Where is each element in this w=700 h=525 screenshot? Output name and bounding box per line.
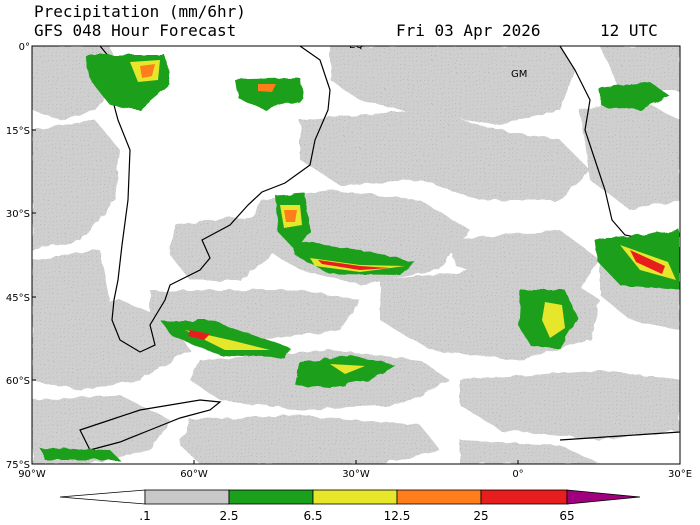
map-title: Precipitation (mm/6hr) — [34, 2, 246, 21]
colorbar-segment-2 — [228, 489, 314, 505]
intense-precip-areas — [140, 64, 665, 340]
lat-label-0: 0° — [19, 42, 30, 53]
colorbar-segment-4 — [396, 489, 482, 505]
forecast-date: Fri 03 Apr 2026 — [396, 21, 541, 40]
colorbar-segment-5 — [480, 489, 568, 505]
colorbar-label-2: 6.5 — [303, 509, 323, 523]
lon-label-30w: 30°W — [342, 469, 370, 480]
lon-label-0: 0° — [512, 469, 523, 480]
lon-label-90w: 90°W — [18, 469, 46, 480]
colorbar-label-5: 65 — [559, 509, 575, 523]
lat-label-45s: 45°S — [6, 293, 30, 304]
colorbar-segment-0 — [59, 489, 146, 505]
moderate-precip-areas — [40, 55, 680, 460]
equator-marker: EQ — [349, 40, 363, 51]
colorbar-segment-1 — [144, 489, 230, 505]
forecast-subtitle: GFS 048 Hour Forecast — [34, 21, 237, 40]
lon-label-30e: 30°E — [668, 469, 692, 480]
colorbar-label-0: .1 — [139, 509, 151, 523]
lat-label-60s: 60°S — [6, 376, 30, 387]
axis-ticks — [31, 45, 681, 465]
colorbar-label-4: 25 — [473, 509, 489, 523]
forecast-time: 12 UTC — [600, 21, 658, 40]
colorbar — [59, 489, 641, 505]
colorbar-label-3: 12.5 — [383, 509, 411, 523]
lon-label-60w: 60°W — [180, 469, 208, 480]
lat-label-15s: 15°S — [6, 126, 30, 137]
greenwich-marker: GM — [511, 69, 527, 80]
coastlines — [79, 46, 680, 451]
colorbar-label-1: 2.5 — [219, 509, 239, 523]
colorbar-segment-3 — [312, 489, 398, 505]
colorbar-segment-6 — [566, 489, 641, 505]
lat-label-75s: 75°S — [6, 460, 30, 471]
lat-label-30s: 30°S — [6, 209, 30, 220]
